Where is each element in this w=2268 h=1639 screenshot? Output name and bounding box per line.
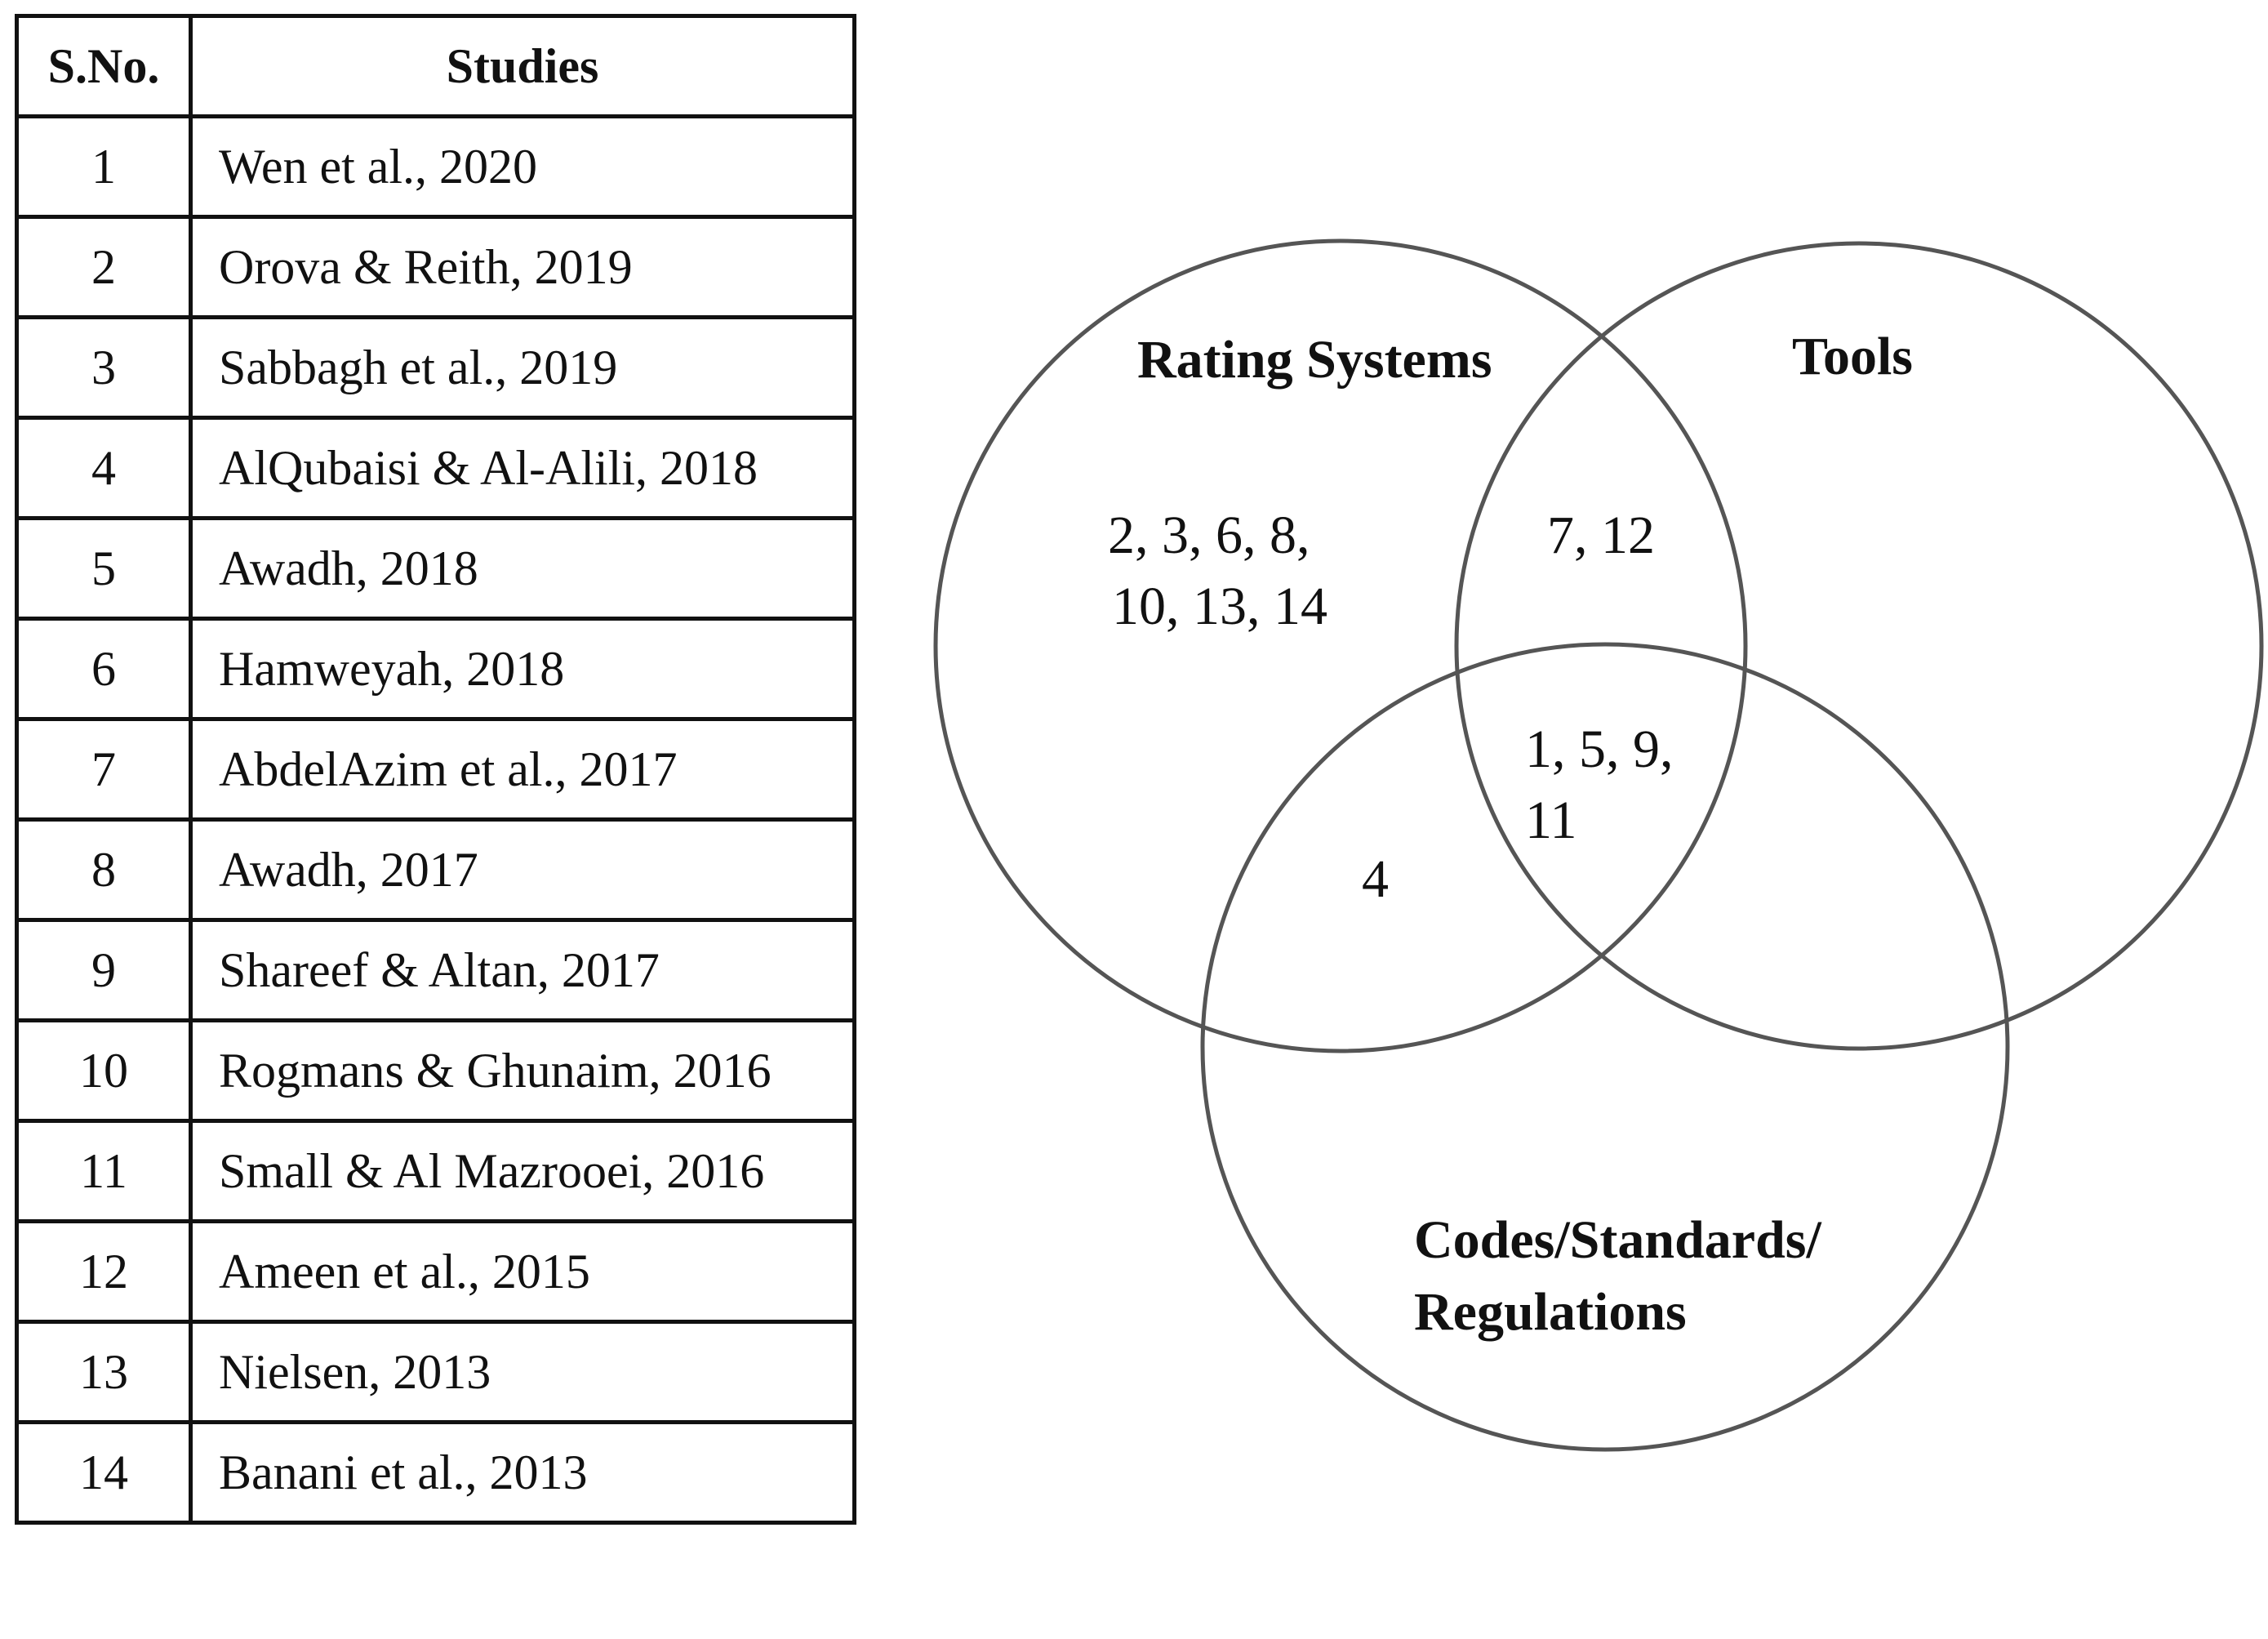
study-cell: Ameen et al., 2015	[189, 1219, 856, 1324]
rating-systems-label: Rating Systems	[1137, 330, 1492, 390]
studies-header: Studies	[189, 14, 856, 118]
codes-standards-regulations-label-line1: Codes/Standards/	[1414, 1210, 1822, 1270]
serial-number-cell: 7	[15, 717, 193, 822]
table-row: 3 Sabbagh et al., 2019	[15, 315, 856, 420]
study-cell: Shareef & Altan, 2017	[189, 918, 856, 1022]
study-cell: Awadh, 2018	[189, 516, 856, 621]
serial-number-cell: 8	[15, 817, 193, 922]
rating-only-studies-line1: 2, 3, 6, 8,	[1108, 506, 1310, 565]
codes-standards-regulations-circle	[1200, 642, 2010, 1452]
serial-number-header: S.No.	[15, 14, 193, 118]
all-three-studies-line2: 11	[1525, 791, 1577, 850]
study-cell: Orova & Reith, 2019	[189, 215, 856, 319]
study-cell: Wen et al., 2020	[189, 114, 856, 219]
study-cell: AlQubaisi & Al-Alili, 2018	[189, 416, 856, 520]
rating-systems-circle	[933, 238, 1748, 1053]
tools-label: Tools	[1792, 327, 1913, 386]
table-header-row: S.No. Studies	[15, 14, 856, 118]
tools-circle	[1454, 241, 2264, 1051]
table-row: 8 Awadh, 2017	[15, 817, 856, 922]
serial-number-cell: 5	[15, 516, 193, 621]
table-row: 6 Hamweyah, 2018	[15, 617, 856, 721]
serial-number-cell: 1	[15, 114, 193, 219]
table-row: 4 AlQubaisi & Al-Alili, 2018	[15, 416, 856, 520]
serial-number-cell: 6	[15, 617, 193, 721]
table-row: 14 Banani et al., 2013	[15, 1420, 856, 1525]
study-cell: Hamweyah, 2018	[189, 617, 856, 721]
table-row: 12 Ameen et al., 2015	[15, 1219, 856, 1324]
study-cell: Small & Al Mazrooei, 2016	[189, 1119, 856, 1223]
serial-number-cell: 14	[15, 1420, 193, 1525]
table-row: 1 Wen et al., 2020	[15, 114, 856, 219]
serial-number-cell: 9	[15, 918, 193, 1022]
table-row: 11 Small & Al Mazrooei, 2016	[15, 1119, 856, 1223]
rating-only-studies-line2: 10, 13, 14	[1112, 577, 1327, 636]
rating-codes-studies: 4	[1362, 849, 1389, 909]
study-cell: AbdelAzim et al., 2017	[189, 717, 856, 822]
studies-table: S.No. Studies 1 Wen et al., 2020 2 Orova & …	[15, 14, 856, 1525]
serial-number-cell: 3	[15, 315, 193, 420]
table-row: 5 Awadh, 2018	[15, 516, 856, 621]
table-row: 2 Orova & Reith, 2019	[15, 215, 856, 319]
study-cell: Sabbagh et al., 2019	[189, 315, 856, 420]
serial-number-cell: 10	[15, 1018, 193, 1123]
study-cell: Nielsen, 2013	[189, 1320, 856, 1424]
study-cell: Banani et al., 2013	[189, 1420, 856, 1525]
table-row: 7 AbdelAzim et al., 2017	[15, 717, 856, 822]
serial-number-cell: 11	[15, 1119, 193, 1223]
serial-number-cell: 2	[15, 215, 193, 319]
study-cell: Awadh, 2017	[189, 817, 856, 922]
table-row: 10 Rogmans & Ghunaim, 2016	[15, 1018, 856, 1123]
study-cell: Rogmans & Ghunaim, 2016	[189, 1018, 856, 1123]
table-body: 1 Wen et al., 2020 2 Orova & Reith, 2019 3 Sa…	[15, 114, 856, 1525]
serial-number-cell: 4	[15, 416, 193, 520]
serial-number-cell: 13	[15, 1320, 193, 1424]
codes-standards-regulations-label-line2: Regulations	[1414, 1282, 1687, 1342]
rating-tools-studies: 7, 12	[1547, 506, 1655, 565]
all-three-studies-line1: 1, 5, 9,	[1525, 719, 1674, 779]
table-row: 13 Nielsen, 2013	[15, 1320, 856, 1424]
table-row: 9 Shareef & Altan, 2017	[15, 918, 856, 1022]
serial-number-cell: 12	[15, 1219, 193, 1324]
